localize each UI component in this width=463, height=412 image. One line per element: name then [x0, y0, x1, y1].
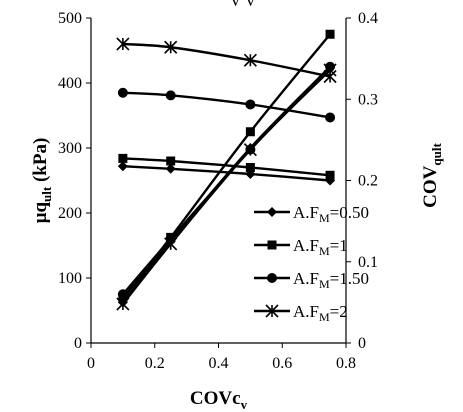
mean-point: [166, 156, 176, 166]
legend-marker: [267, 273, 277, 283]
mean-point: [245, 99, 256, 110]
mean-point: [117, 161, 128, 172]
x-tick-label: 0: [87, 355, 95, 372]
y-axis-right-title: COVqult: [420, 143, 444, 208]
mean-point: [245, 163, 255, 172]
legend-item: A.FM=0.50: [254, 203, 369, 225]
mean-point: [117, 87, 128, 98]
x-tick-label: 0.6: [272, 355, 292, 372]
x-tick-label: 0.2: [145, 355, 165, 372]
cov-point: [117, 289, 128, 300]
y-right-tick-label: 0.1: [358, 254, 378, 271]
y-axis-left-title: μqult (kPa): [30, 138, 54, 224]
cov-point: [323, 63, 337, 77]
x-tick-label: 0.8: [336, 355, 356, 372]
y-right-tick-label: 0: [358, 335, 366, 352]
y-left-tick-label: 100: [58, 270, 82, 287]
axes: V V0 0.2 0.4 0.6 0.8010020030040050000.10.20…: [30, 0, 444, 412]
mean-line: [122, 42, 331, 78]
mean-point: [165, 90, 176, 101]
mean-line: [122, 91, 331, 119]
mean-point: [164, 40, 178, 54]
title-fragment: V V: [230, 0, 257, 10]
legend: A.FM=0.50 A.FM=1 A.FM=1.50 A.FM=2: [254, 203, 369, 324]
cov-point: [116, 297, 130, 311]
cov-point: [325, 29, 335, 39]
mean-point: [325, 112, 336, 123]
legend-label: A.FM=1: [293, 236, 348, 258]
legend-item: A.FM=2: [254, 302, 348, 324]
plot-area: [116, 29, 337, 311]
legend-label: A.FM=1.50: [293, 269, 369, 291]
mean-point: [118, 153, 128, 163]
y-right-tick-label: 0.3: [358, 91, 378, 108]
cov-point: [245, 127, 255, 137]
legend-label: A.FM=2: [293, 302, 348, 324]
cov-point: [243, 143, 257, 157]
y-right-tick-label: 0.4: [358, 10, 378, 27]
mean-point: [243, 53, 257, 67]
legend-marker: [267, 207, 277, 217]
mean-point: [116, 37, 130, 51]
mean-point: [325, 170, 335, 180]
legend-label: A.FM=0.50: [293, 203, 369, 225]
y-left-tick-label: 0: [74, 335, 82, 352]
legend-item: A.FM=1.50: [254, 269, 369, 291]
cov-line: [121, 69, 331, 305]
legend-marker: [265, 304, 279, 318]
y-left-tick-label: 300: [58, 140, 82, 157]
series-3: [116, 37, 337, 311]
mean-line: [122, 157, 331, 177]
mean-point: [165, 163, 176, 174]
y-left-tick-label: 400: [58, 75, 82, 92]
y-left-tick-label: 500: [58, 10, 82, 27]
y-right-tick-label: 0.2: [358, 173, 378, 190]
legend-marker: [267, 240, 277, 250]
x-tick-label: 0.4: [209, 355, 229, 372]
cov-point: [164, 237, 178, 251]
y-left-tick-label: 200: [58, 205, 82, 222]
mean-line: [122, 165, 331, 182]
x-axis-title: COVcv: [190, 388, 248, 412]
legend-item: A.FM=1: [254, 236, 348, 258]
